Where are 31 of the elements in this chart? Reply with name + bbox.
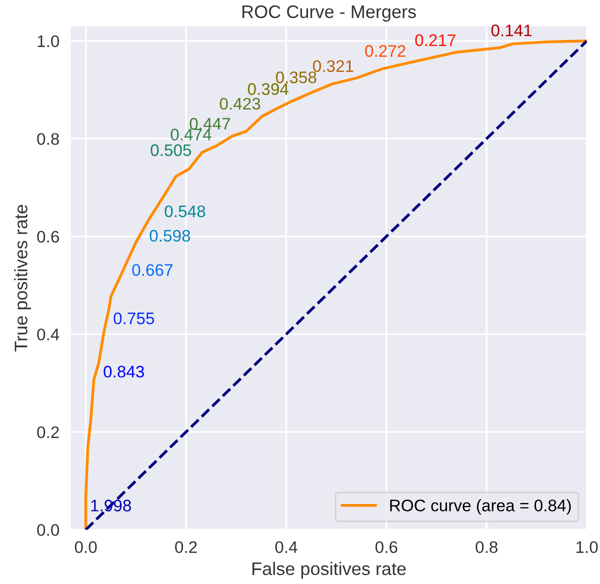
chart-title: ROC Curve - Mergers xyxy=(242,5,416,22)
y-tick-label: 0.2 xyxy=(37,426,59,438)
x-tick-label: 0.2 xyxy=(175,541,197,554)
annotation: 0.358 xyxy=(276,71,316,84)
y-tick-label: 0.0 xyxy=(37,524,60,536)
annotation: 0.447 xyxy=(190,118,230,130)
annotation: 0.423 xyxy=(220,98,260,110)
x-axis-title: False positives rate xyxy=(252,562,406,579)
x-tick-label: 0.6 xyxy=(375,541,398,554)
annotation: 0.474 xyxy=(170,128,212,140)
x-tick-label: 0.8 xyxy=(476,541,498,554)
annotation: 0.548 xyxy=(164,205,206,218)
annotation: 0.141 xyxy=(491,24,532,36)
y-tick-label: 0.4 xyxy=(37,328,60,340)
annotation: 0.321 xyxy=(313,60,354,72)
annotation: 0.755 xyxy=(114,312,154,324)
legend-label: ROC curve (area = 0.84) xyxy=(390,499,571,515)
y-tick-label: 0.6 xyxy=(37,230,59,243)
annotation: 0.598 xyxy=(150,230,190,242)
x-tick-label: 0.0 xyxy=(74,541,97,554)
annotation: 0.843 xyxy=(104,366,144,378)
y-tick-label: 1.0 xyxy=(38,35,60,48)
y-tick-label: 0.8 xyxy=(37,133,59,145)
y-axis-title: True positives rate xyxy=(14,204,31,352)
annotation: 0.394 xyxy=(248,83,288,95)
annotation: 0.667 xyxy=(132,264,172,276)
x-tick-label: 1.0 xyxy=(576,541,598,554)
annotation: 0.217 xyxy=(415,34,456,46)
x-tick-label: 0.4 xyxy=(275,541,298,554)
annotation: 0.272 xyxy=(365,45,406,57)
annotation: 0.505 xyxy=(150,144,192,156)
